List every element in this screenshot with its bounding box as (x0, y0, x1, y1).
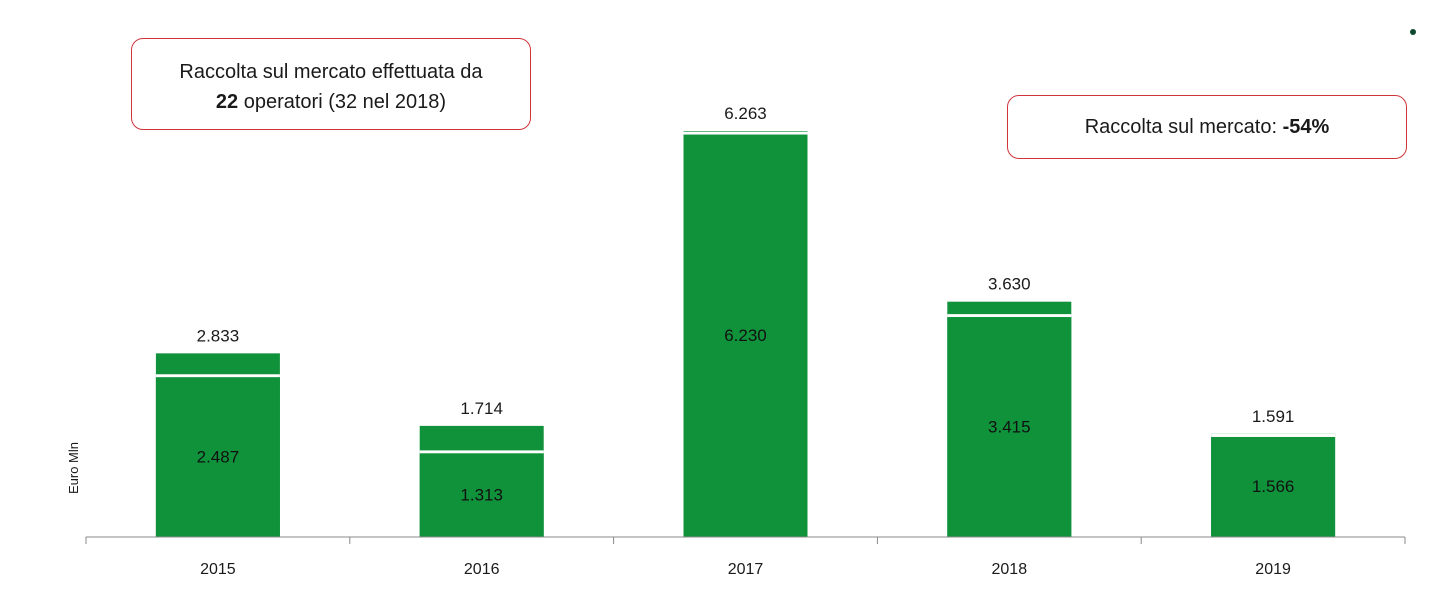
data-label-inner: 6.230 (724, 326, 767, 345)
bar-separator-2019 (1211, 433, 1336, 437)
annotation-line1: Raccolta sul mercato effettuata da (179, 61, 483, 83)
bar-inner-2017 (683, 134, 808, 538)
bar-separator-2016 (419, 450, 544, 454)
bar-inner-2015 (155, 377, 280, 537)
bar-inner-2019 (1211, 436, 1336, 537)
bar-inner-2016 (419, 453, 544, 537)
bar-separator-2017 (683, 131, 808, 135)
data-label-inner: 3.415 (988, 417, 1031, 436)
bar-inner-2018 (947, 317, 1072, 537)
annotation-change: Raccolta sul mercato: -54% (1007, 95, 1407, 159)
data-label-total: 2.833 (197, 326, 240, 345)
x-tick-label: 2016 (464, 561, 500, 578)
data-label-total: 1.714 (460, 399, 503, 418)
x-tick-label: 2018 (992, 561, 1028, 578)
data-label-inner: 1.566 (1252, 477, 1295, 496)
annotation-line2: operatori (32 nel 2018) (238, 91, 447, 113)
data-label-total: 3.630 (988, 275, 1031, 294)
annotation-operators-count: 22 (215, 91, 239, 113)
x-tick-label: 2019 (1255, 561, 1291, 578)
annotation-change-value: -54% (1282, 116, 1330, 138)
bar-separator-2015 (155, 374, 280, 378)
x-tick-label: 2015 (200, 561, 236, 578)
x-tick-label: 2017 (728, 561, 764, 578)
data-label-inner: 2.487 (197, 447, 240, 466)
data-label-inner: 1.313 (460, 485, 503, 504)
y-axis-label: Euro Mln (66, 442, 81, 494)
bullet-dot (1410, 29, 1416, 35)
annotation-operators: Raccolta sul mercato effettuata da 22 op… (131, 38, 531, 130)
data-label-total: 1.591 (1252, 407, 1295, 426)
annotation-change-label: Raccolta sul mercato: (1084, 116, 1283, 138)
data-label-total: 6.263 (724, 104, 767, 123)
bar-separator-2018 (947, 314, 1072, 318)
